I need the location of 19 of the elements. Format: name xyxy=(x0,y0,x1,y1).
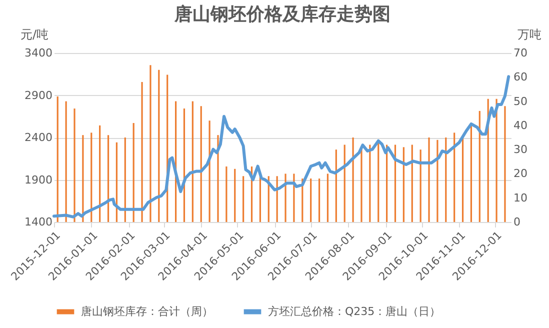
y2-tick-label: 40 xyxy=(514,118,528,132)
y-tick-label: 2400 xyxy=(24,131,52,144)
line-series xyxy=(52,75,510,218)
y2-tick-label: 50 xyxy=(514,94,528,108)
y2-axis-title: 万吨 xyxy=(518,28,542,42)
y2-tick-label: 10 xyxy=(514,191,528,204)
legend-label: 方坯汇总价格：Q235：唐山（日） xyxy=(268,304,441,318)
y-tick-label: 1400 xyxy=(24,216,52,228)
y-axis-title: 元/吨 xyxy=(20,28,48,42)
legend-label: 唐山钢坯库存：合计（周） xyxy=(81,304,213,318)
y2-tick-label: 0 xyxy=(514,216,520,228)
y-tick-label: 3400 xyxy=(24,46,52,60)
y2-tick-label: 20 xyxy=(514,167,528,180)
y-tick-label: 1900 xyxy=(24,173,52,186)
y2-tick-label: 60 xyxy=(514,70,528,84)
chart-title: 唐山钢坯价格及库存走势图 xyxy=(174,4,390,25)
y2-tick-label: 70 xyxy=(514,46,528,60)
y-tick-label: 2900 xyxy=(24,88,52,102)
y2-tick-label: 30 xyxy=(514,143,528,156)
